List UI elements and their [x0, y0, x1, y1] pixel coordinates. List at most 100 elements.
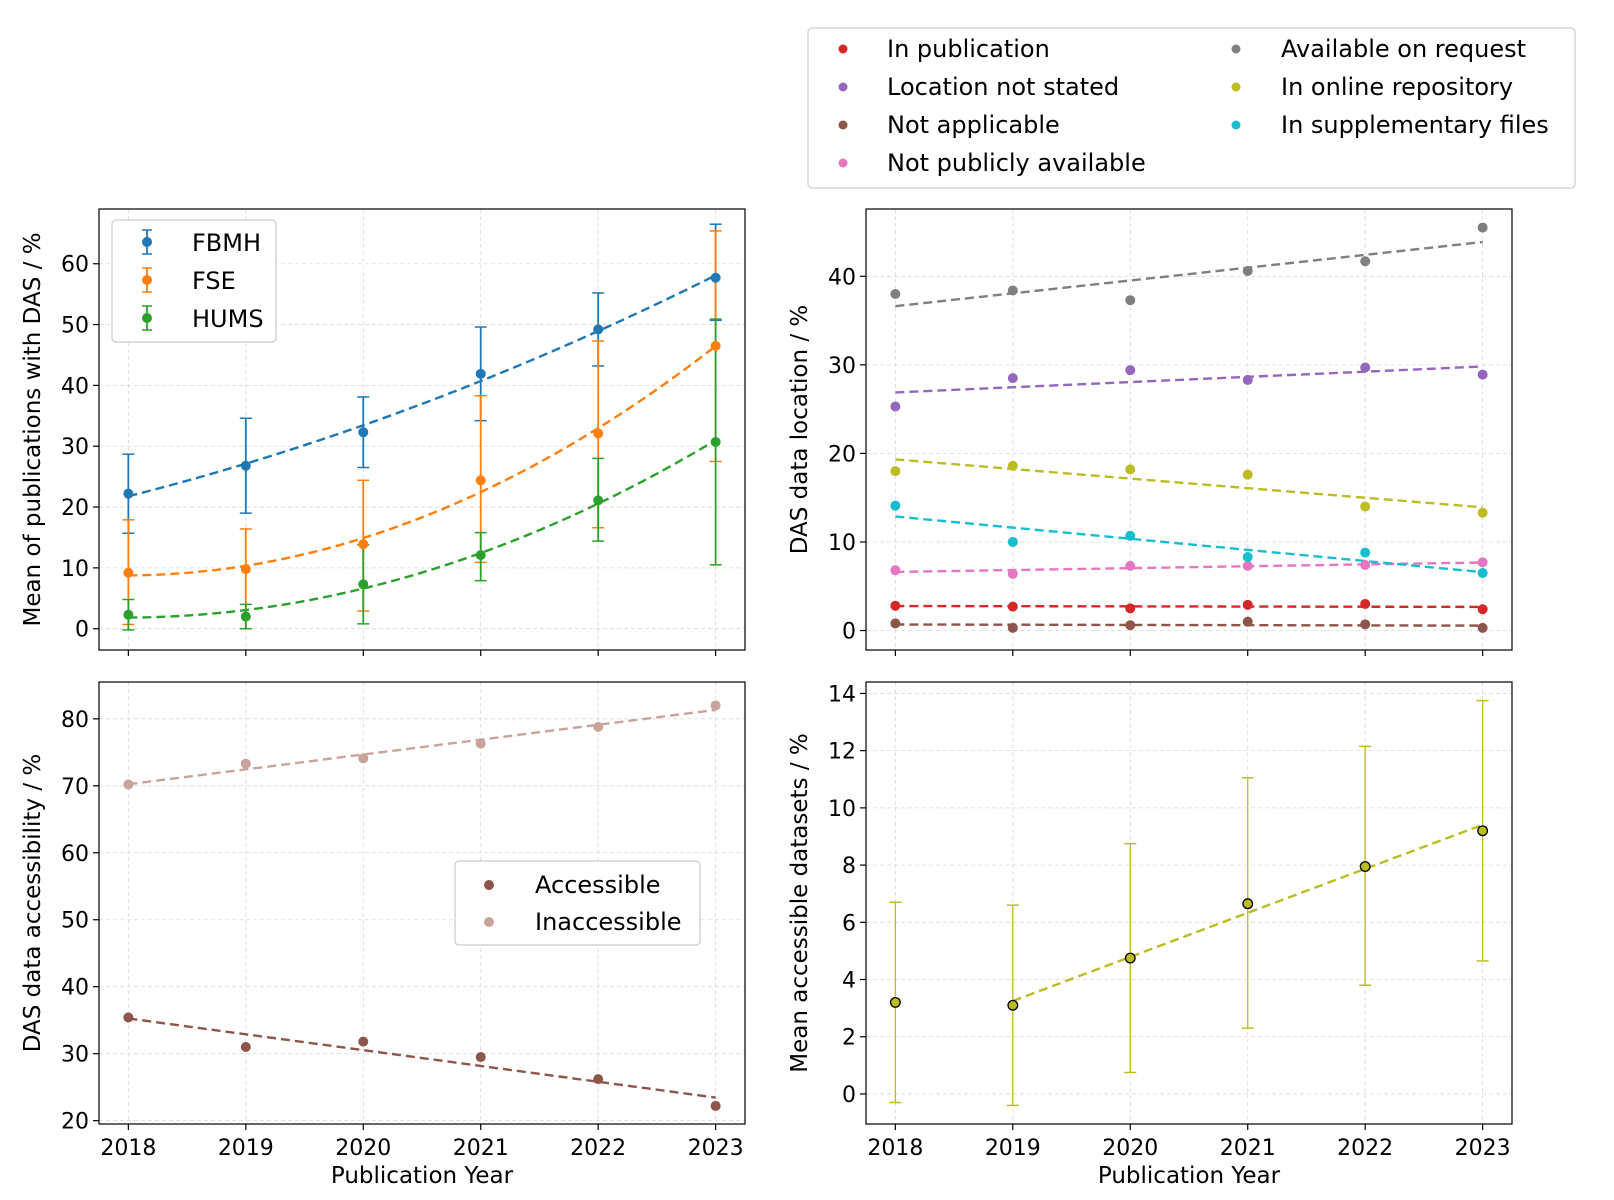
point-location-not-stated-2021: [1242, 374, 1253, 385]
point-in-publication-2019: [1007, 601, 1018, 612]
point-not-applicable-2023: [1477, 622, 1488, 633]
point-accessible-2018: [123, 1012, 134, 1023]
point-fbmh-2021: [475, 368, 486, 379]
panel-faculty: 0 10 20 30 40 50 60 Mean of publications with D…: [20, 208, 746, 656]
ytick-label-10: 10: [61, 557, 89, 582]
ytick-label-10: 10: [828, 797, 856, 822]
point-location-not-stated-2019: [1007, 373, 1018, 384]
legend-label-location-not-stated: Location not stated: [887, 73, 1119, 101]
legend-label-in-online-repository: In online repository: [1281, 73, 1513, 101]
fit-line-not-applicable: [895, 623, 1483, 627]
ytick-label-10: 10: [828, 531, 856, 556]
point-hums-2019: [240, 611, 251, 622]
fit-line-in-publication: [895, 604, 1483, 609]
point-hums-2023: [710, 436, 721, 447]
xtick-label-2022: 2022: [1337, 1136, 1393, 1161]
fit-line-not-publicly-available: [895, 561, 1483, 574]
legend-marker-fse: [142, 275, 152, 285]
point-fse-2018: [123, 567, 134, 578]
point-not-publicly-available-2019: [1007, 568, 1018, 579]
point-not-publicly-available-2020: [1125, 560, 1136, 571]
point-mean-2020: [1124, 952, 1136, 964]
point-available-on-request-2020: [1125, 295, 1136, 306]
point-not-publicly-available-2018: [890, 565, 901, 576]
point-fbmh-2022: [593, 324, 604, 335]
panel-accessibility: 20 30 40 50 60 70 80 2018 2019 2020 2021 2022 2023 Pu…: [20, 681, 746, 1189]
point-in-supplementary-files-2021: [1242, 552, 1253, 563]
ytick-label-8: 8: [842, 854, 856, 879]
fit-line-fbmh: [128, 274, 717, 498]
point-in-online-repository-2023: [1477, 507, 1488, 518]
legend-marker-in-publication: [838, 44, 848, 54]
point-fse-2020: [358, 539, 369, 550]
legend-label-fse: FSE: [192, 267, 236, 295]
point-fbmh-2018: [123, 488, 134, 499]
x-axis-label: Publication Year: [331, 1163, 514, 1189]
point-accessible-2020: [358, 1036, 369, 1047]
point-in-online-repository-2018: [890, 466, 901, 477]
point-in-publication-2021: [1242, 599, 1253, 610]
point-accessible-2019: [240, 1041, 251, 1052]
point-not-publicly-available-2022: [1360, 559, 1371, 570]
xtick-label-2018: 2018: [867, 1136, 923, 1161]
point-hums-2020: [358, 579, 369, 590]
legend-marker-not-applicable: [838, 120, 848, 130]
point-in-supplementary-files-2022: [1360, 547, 1371, 558]
point-fse-2023: [710, 340, 721, 351]
fit-line-in-supplementary-files: [895, 515, 1483, 574]
legend-label-in-publication: In publication: [887, 35, 1050, 63]
point-in-online-repository-2022: [1360, 501, 1371, 512]
point-not-publicly-available-2023: [1477, 557, 1488, 568]
point-inaccessible-2020: [358, 753, 369, 764]
ytick-label-12: 12: [828, 740, 856, 765]
legend-label-not-applicable: Not applicable: [887, 111, 1060, 139]
point-in-supplementary-files-2018: [890, 500, 901, 511]
point-location-not-stated-2018: [890, 401, 901, 412]
point-not-applicable-2022: [1360, 619, 1371, 630]
point-inaccessible-2018: [123, 779, 134, 790]
ytick-label-30: 30: [828, 354, 856, 379]
point-fse-2021: [475, 475, 486, 486]
point-hums-2022: [593, 495, 604, 506]
fit-line-hums: [128, 439, 717, 619]
point-available-on-request-2021: [1242, 265, 1253, 276]
panel-location: 0 10 20 30 40 DAS data location / %: [787, 208, 1513, 656]
point-inaccessible-2023: [710, 700, 721, 711]
ytick-label-60: 60: [61, 842, 89, 867]
faculty-legend: FBMH FSE HUMS: [111, 219, 277, 343]
point-in-online-repository-2021: [1242, 469, 1253, 480]
point-mean-2019: [1007, 999, 1019, 1011]
panel-datasets: 0 2 4 6 8 10 12 14 2018 2019 2020 2021 2022 2023 Publi…: [787, 681, 1513, 1189]
point-inaccessible-2022: [593, 721, 604, 732]
xtick-label-2022: 2022: [570, 1136, 626, 1161]
point-location-not-stated-2022: [1360, 362, 1371, 373]
fit-line-fse: [128, 345, 717, 577]
xtick-label-2021: 2021: [453, 1136, 509, 1161]
ytick-label-4: 4: [842, 969, 856, 994]
accessibility-legend-frame: [454, 860, 701, 946]
point-not-applicable-2018: [890, 618, 901, 629]
point-inaccessible-2019: [240, 758, 251, 769]
fit-line-accessible: [128, 1017, 716, 1099]
point-in-online-repository-2019: [1007, 460, 1018, 471]
legend-label-fbmh: FBMH: [192, 229, 261, 257]
xtick-label-2023: 2023: [1455, 1136, 1511, 1161]
point-accessible-2023: [710, 1100, 721, 1111]
ytick-label-6: 6: [842, 911, 856, 936]
ytick-label-0: 0: [75, 618, 89, 643]
point-mean-2023: [1477, 825, 1489, 837]
point-in-online-repository-2020: [1125, 464, 1136, 475]
legend-label-available-on-request: Available on request: [1281, 35, 1526, 63]
ytick-label-60: 60: [61, 253, 89, 278]
legend-marker-hums: [142, 313, 152, 323]
point-location-not-stated-2020: [1125, 365, 1136, 376]
axes-frame: [98, 208, 746, 651]
point-mean-2022: [1359, 861, 1371, 872]
point-in-publication-2018: [890, 600, 901, 611]
ytick-label-50: 50: [61, 314, 89, 339]
location-legend-frame: [807, 27, 1576, 189]
axes-frame: [865, 681, 1513, 1125]
legend-marker-location-not-stated: [838, 82, 848, 92]
xtick-label-2020: 2020: [1102, 1136, 1158, 1161]
